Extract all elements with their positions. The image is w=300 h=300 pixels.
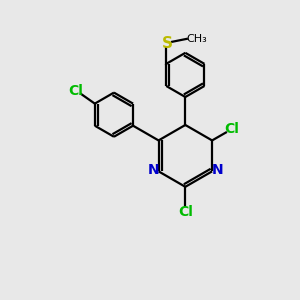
Text: Cl: Cl	[68, 84, 83, 98]
Text: Cl: Cl	[178, 206, 193, 219]
Text: Cl: Cl	[224, 122, 239, 136]
Text: N: N	[147, 163, 159, 177]
Text: S: S	[162, 36, 173, 51]
Text: CH₃: CH₃	[186, 34, 207, 44]
Text: N: N	[212, 163, 223, 177]
